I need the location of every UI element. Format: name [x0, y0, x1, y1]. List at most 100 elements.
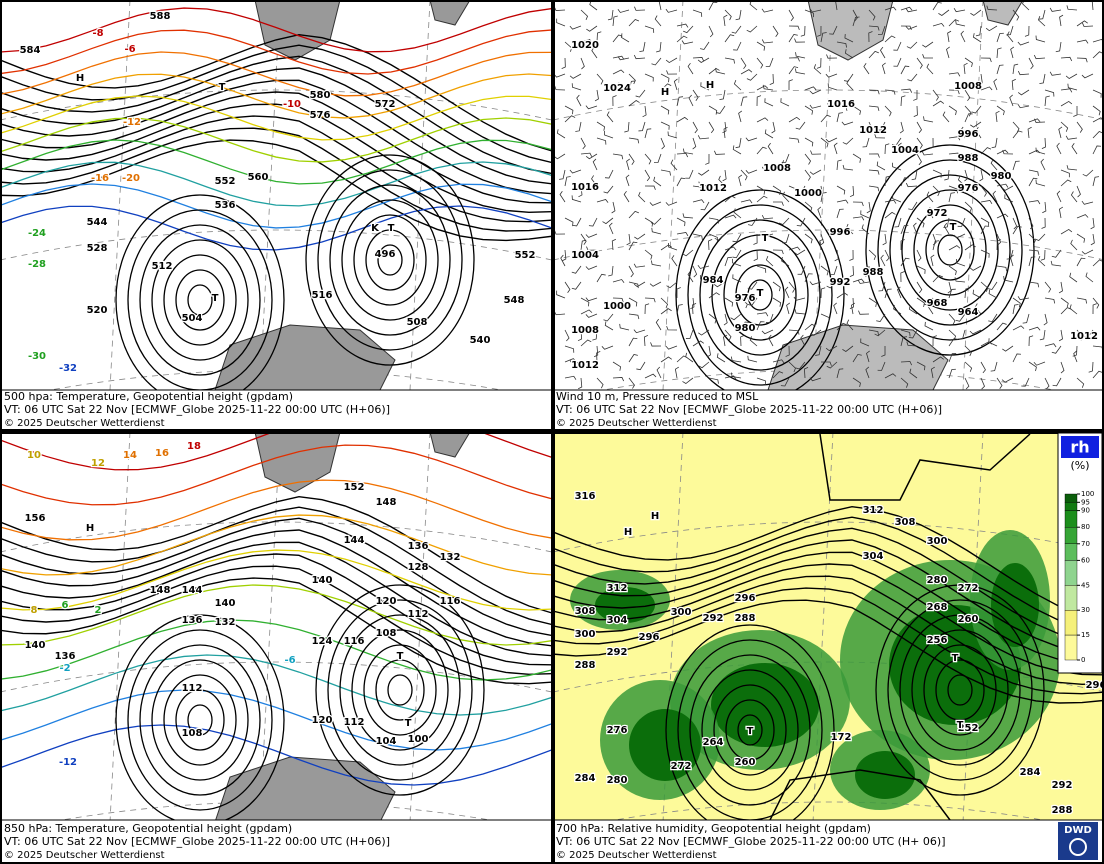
wind-barb: [876, 313, 886, 323]
wind-barb: [948, 19, 960, 27]
wind-barb: [564, 345, 575, 353]
wind-barb: [905, 8, 918, 13]
humid-core: [855, 751, 915, 799]
wind-barb: [969, 265, 982, 271]
wind-barb: [932, 22, 945, 27]
land: [767, 324, 949, 390]
contour-label: 1012: [859, 125, 887, 136]
wind-barb: [732, 233, 742, 243]
contour-label: -24: [28, 228, 46, 239]
wind-barb: [724, 214, 737, 219]
wind-barb: [946, 46, 950, 59]
wind-barb: [596, 377, 604, 389]
wind-barb: [1017, 41, 1030, 46]
wind-barb: [650, 217, 662, 225]
wind-barb: [1091, 2, 1094, 11]
contour-label: T: [388, 223, 395, 234]
wind-barb: [772, 249, 784, 255]
wind-barb: [697, 265, 710, 269]
contour-label: 548: [504, 295, 525, 306]
wind-barb: [603, 185, 614, 194]
wind-barb: [735, 9, 742, 21]
legend-swatch: [1064, 527, 1078, 545]
wind-barb: [804, 9, 814, 18]
contour-label: 552: [515, 250, 536, 261]
contour-label: 984: [703, 275, 724, 286]
wind-barb: [1051, 249, 1062, 258]
wind-barb: [1035, 147, 1046, 155]
wind-barb: [592, 158, 598, 171]
contour-label: 116: [344, 636, 365, 647]
wind-barb: [980, 147, 992, 155]
wind-barb: [948, 245, 961, 251]
wind-barb: [724, 34, 735, 43]
wind-barb: [1017, 70, 1030, 76]
caption-line: VT: 06 UTC Sat 22 Nov [ECMWF_Globe 2025-…: [4, 403, 390, 416]
wind-barb: [1060, 100, 1073, 107]
isobar: [163, 674, 237, 766]
wind-barb: [782, 233, 790, 244]
wind-barb: [860, 210, 870, 219]
wind-barb: [715, 67, 726, 75]
wind-barb: [685, 352, 694, 363]
wind-barb: [634, 6, 646, 11]
contour-label: 1008: [571, 325, 599, 336]
wind-barb: [676, 23, 689, 28]
latitude-line: [2, 89, 551, 121]
wind-barb: [868, 169, 880, 175]
temperature-contour: [2, 549, 551, 611]
contour-label: 260: [735, 757, 756, 768]
wind-barb: [714, 150, 726, 155]
wind-barb: [907, 73, 918, 82]
height-contour: [555, 527, 1102, 646]
isobar: [911, 629, 1009, 751]
wind-barb: [724, 297, 734, 307]
wind-barb: [852, 377, 861, 387]
land: [982, 2, 1023, 26]
wind-barb: [1060, 179, 1072, 187]
contour-label: 304: [863, 551, 884, 562]
contour-label: 540: [470, 335, 491, 346]
wind-barb: [782, 191, 790, 203]
wind-barb: [1044, 343, 1057, 348]
wind-barb: [948, 338, 959, 347]
wind-barb: [636, 361, 646, 371]
wind-barb: [665, 57, 678, 64]
wind-barb: [817, 25, 822, 37]
contour-label: 284: [1020, 767, 1041, 778]
contour-label: 132: [440, 552, 461, 563]
contour-label: 512: [152, 261, 173, 272]
wind-barb: [1076, 257, 1086, 267]
wind-barb: [986, 5, 998, 11]
contour-label: 148: [150, 585, 171, 596]
wind-barb: [1034, 233, 1046, 241]
wind-barb: [556, 129, 566, 139]
wind-barb: [666, 281, 678, 289]
isobar: [351, 629, 449, 751]
wind-barb: [619, 323, 630, 331]
wind-barb: [874, 133, 886, 139]
wind-barb: [571, 83, 582, 91]
wind-barb: [947, 30, 952, 43]
wind-barb: [756, 321, 765, 331]
legend-unit: (%): [1070, 459, 1089, 472]
wind-barb: [691, 302, 697, 315]
caption-line: VT: 06 UTC Sat 22 Nov [ECMWF_Globe 2025-…: [556, 403, 942, 416]
latitude-line: [555, 229, 1102, 260]
wind-barb: [571, 265, 582, 274]
wind-barb: [735, 137, 742, 149]
contour-label: 1012: [571, 360, 599, 371]
contour-label: -12: [123, 117, 141, 128]
temperature-contour: [2, 434, 551, 471]
wind-barb: [846, 223, 854, 235]
wind-barb: [929, 137, 934, 149]
wind-barb: [1058, 206, 1064, 219]
land: [429, 2, 470, 26]
wind-barb: [893, 57, 902, 67]
wind-barb: [733, 80, 742, 91]
height-contour: [2, 44, 551, 164]
wind-barb: [586, 246, 598, 251]
wind-barb: [747, 355, 758, 363]
wind-barb: [980, 225, 990, 235]
wind-barb: [697, 135, 710, 140]
